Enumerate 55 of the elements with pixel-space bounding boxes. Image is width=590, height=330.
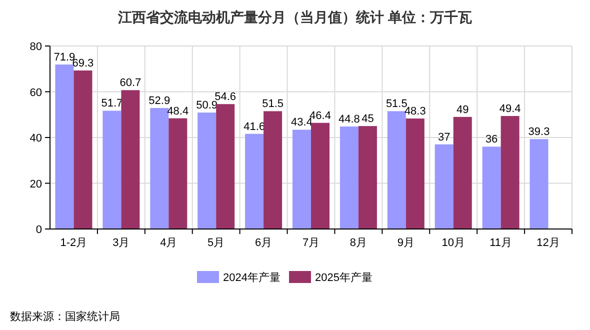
- y-tick-label: 60: [30, 86, 42, 99]
- bar: [387, 111, 406, 229]
- bar: [453, 116, 472, 229]
- data-label: 44.8: [338, 114, 360, 126]
- x-tick-label: 11月: [490, 237, 512, 249]
- x-tick-label: 12月: [536, 237, 560, 249]
- bar: [500, 116, 520, 229]
- data-label: 50.9: [196, 100, 218, 112]
- y-tick-label: 80: [30, 41, 42, 53]
- y-tick-label: 40: [30, 132, 42, 144]
- x-tick-label: 3月: [112, 237, 130, 249]
- x-tick-label: 4月: [160, 237, 178, 249]
- data-label: 48.4: [167, 105, 189, 118]
- bar: [482, 146, 501, 229]
- bar: [198, 112, 216, 229]
- data-label: 39.3: [528, 126, 550, 138]
- legend-label: 2025年产量: [315, 271, 372, 284]
- x-tick-label: 8月: [350, 237, 368, 249]
- bar: [168, 118, 188, 229]
- x-tick-label: 9月: [397, 237, 414, 249]
- bar: [311, 122, 330, 229]
- bar: [245, 134, 264, 229]
- bar: [264, 111, 282, 229]
- data-label: 52.9: [148, 94, 170, 107]
- bar: [530, 139, 548, 229]
- bar: [216, 104, 235, 229]
- bar: [358, 126, 377, 229]
- x-tick-label: 10月: [442, 237, 465, 249]
- bar: [121, 90, 140, 229]
- x-tick-label: 6月: [254, 237, 272, 249]
- x-tick-label: 7月: [302, 237, 320, 249]
- bar: [292, 130, 311, 229]
- chart-title: 江西省交流电动机产量分月（当月值）统计 单位：万千瓦: [117, 9, 472, 25]
- data-label: 49: [456, 104, 469, 116]
- bar: [406, 118, 424, 229]
- data-label: 43.4: [291, 116, 312, 129]
- y-tick-label: 20: [30, 178, 42, 190]
- data-label: 45: [362, 113, 374, 126]
- legend-label: 2024年产量: [223, 271, 280, 284]
- bar: [102, 110, 122, 229]
- x-tick-label: 1-2月: [60, 237, 88, 249]
- data-label: 60.7: [120, 77, 142, 90]
- data-label: 36: [485, 134, 498, 146]
- data-label: 49.4: [499, 102, 521, 115]
- x-tick-label: 5月: [208, 237, 225, 249]
- data-label: 51.5: [262, 98, 284, 110]
- bar: [150, 108, 169, 229]
- bar: [55, 64, 74, 229]
- bar: [340, 126, 358, 229]
- source-note: 数据来源：国家统计局: [10, 310, 120, 323]
- bar: [434, 144, 454, 229]
- data-label: 37: [438, 131, 450, 144]
- data-label: 51.7: [101, 98, 123, 110]
- bar: [74, 70, 92, 229]
- y-tick-label: 0: [36, 224, 42, 236]
